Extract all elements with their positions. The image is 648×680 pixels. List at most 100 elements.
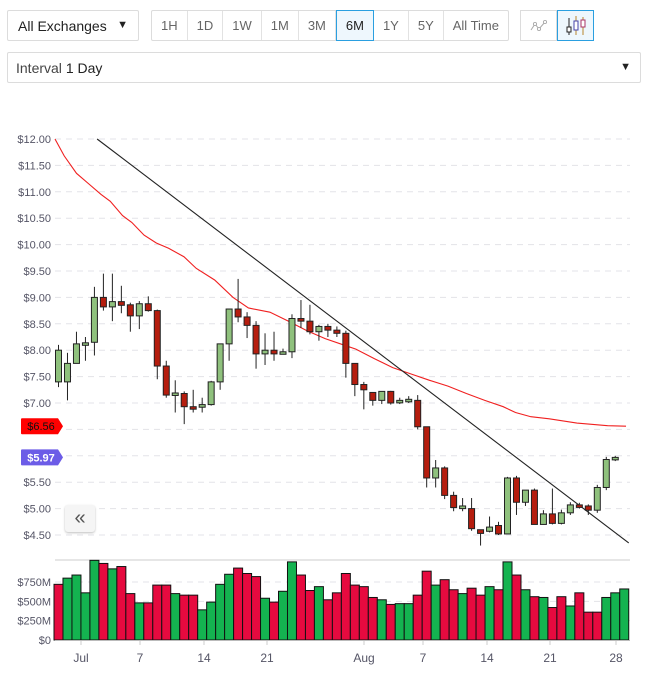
candle[interactable] — [90, 286, 98, 356]
candle[interactable] — [153, 309, 161, 380]
volume-bar — [367, 596, 378, 641]
volume-bar — [565, 605, 576, 641]
volume-bar — [260, 597, 271, 641]
candle[interactable] — [530, 488, 538, 525]
range-button-5y[interactable]: 5Y — [409, 11, 444, 40]
line-chart-button[interactable] — [520, 10, 557, 41]
candle[interactable] — [225, 308, 233, 361]
price-chart[interactable]: $12.00 $11.50 $11.00 $10.50 $10.00 $9.50 $9.00… — [0, 100, 648, 675]
volume-bar — [107, 568, 118, 641]
candle[interactable] — [432, 460, 440, 488]
candle[interactable] — [333, 326, 341, 337]
candle[interactable] — [144, 296, 152, 312]
exchange-select[interactable]: All Exchanges ▼ — [7, 10, 139, 41]
candle[interactable] — [108, 273, 116, 322]
candle[interactable] — [252, 321, 260, 369]
candle[interactable] — [135, 301, 143, 330]
candle[interactable] — [306, 304, 314, 335]
candle[interactable] — [198, 397, 206, 413]
candle[interactable] — [387, 390, 395, 405]
volume-bar — [394, 603, 405, 641]
candle[interactable] — [279, 348, 287, 355]
chart-canvas[interactable]: $12.00 $11.50 $11.00 $10.50 $10.00 $9.50 $9.00… — [0, 100, 648, 675]
candle[interactable] — [512, 475, 520, 515]
candle[interactable] — [495, 521, 503, 535]
candlestick-chart-button[interactable] — [557, 10, 594, 41]
candle[interactable] — [486, 516, 494, 533]
candle[interactable] — [566, 502, 574, 515]
candle[interactable] — [468, 498, 476, 531]
candle[interactable] — [602, 456, 610, 491]
candle[interactable] — [539, 510, 547, 525]
volume-bar — [376, 599, 387, 641]
candle[interactable] — [441, 466, 449, 500]
candle[interactable] — [162, 360, 170, 398]
candle[interactable] — [369, 391, 377, 406]
candle[interactable] — [450, 491, 458, 512]
range-button-1w[interactable]: 1W — [223, 11, 262, 40]
volume-bar — [197, 609, 208, 641]
range-button-6m[interactable]: 6M — [335, 10, 374, 41]
candle[interactable] — [126, 302, 134, 332]
line-chart-icon — [530, 19, 547, 31]
collapse-panel-button[interactable]: « — [65, 505, 95, 532]
candle[interactable] — [557, 509, 565, 525]
volume-bar — [143, 602, 154, 641]
candle[interactable] — [72, 331, 80, 364]
double-chevron-left-icon: « — [74, 507, 86, 529]
candle[interactable] — [360, 381, 368, 410]
candle[interactable] — [611, 455, 619, 462]
candle[interactable] — [351, 362, 359, 397]
range-button-1d[interactable]: 1D — [188, 11, 224, 40]
candle[interactable] — [261, 333, 269, 365]
range-button-1h[interactable]: 1H — [152, 11, 188, 40]
candle[interactable] — [504, 476, 511, 535]
volume-bar — [224, 573, 235, 641]
range-button-1m[interactable]: 1M — [262, 11, 299, 40]
candle[interactable] — [575, 502, 583, 509]
candle[interactable] — [521, 489, 529, 506]
candle[interactable] — [423, 426, 431, 488]
candle[interactable] — [171, 380, 179, 413]
candle[interactable] — [270, 331, 278, 361]
candle[interactable] — [584, 504, 592, 515]
candle[interactable] — [55, 344, 62, 388]
volume-bar — [349, 584, 360, 641]
candle[interactable] — [81, 337, 89, 361]
volume-bar — [538, 596, 549, 641]
candle[interactable] — [414, 395, 422, 430]
candle[interactable] — [216, 343, 224, 390]
volume-bar — [619, 588, 630, 641]
caret-down-icon: ▼ — [620, 61, 631, 73]
range-button-all-time[interactable]: All Time — [452, 18, 499, 33]
candle[interactable] — [99, 273, 107, 311]
candle[interactable] — [342, 330, 350, 378]
volume-bar — [80, 592, 91, 641]
range-button-1y[interactable]: 1Y — [374, 11, 409, 40]
candle[interactable] — [207, 380, 215, 406]
volume-bar — [62, 577, 73, 641]
candle[interactable] — [243, 312, 251, 339]
candle[interactable] — [117, 285, 125, 314]
candle[interactable] — [234, 278, 242, 323]
candle[interactable] — [297, 300, 305, 329]
candle[interactable] — [180, 391, 188, 425]
candle[interactable] — [189, 389, 197, 413]
candle[interactable] — [459, 498, 467, 512]
candle[interactable] — [378, 390, 386, 405]
interval-select[interactable]: Interval 1 Day ▼ — [7, 52, 641, 83]
candle[interactable] — [63, 352, 71, 401]
y-axis-label: $11.00 — [18, 187, 51, 199]
x-axis-label: 21 — [260, 651, 274, 665]
candle[interactable] — [593, 484, 601, 513]
candle[interactable] — [324, 323, 332, 337]
candle[interactable] — [405, 396, 413, 403]
volume-bar — [430, 584, 441, 641]
range-button-3m[interactable]: 3M — [299, 11, 336, 40]
candle[interactable] — [288, 314, 296, 359]
candle[interactable] — [477, 529, 485, 546]
candle[interactable] — [396, 397, 404, 405]
y-axis-label: $9.00 — [23, 292, 51, 304]
candle[interactable] — [315, 324, 323, 341]
candle[interactable] — [548, 488, 556, 525]
